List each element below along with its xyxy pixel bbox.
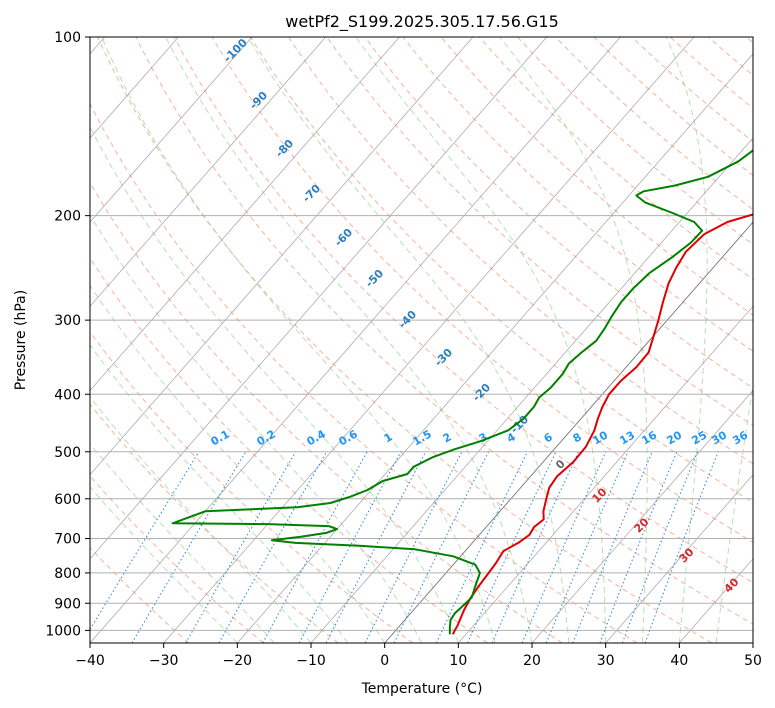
chart-title: wetPf2_S199.2025.305.17.56.G15 — [285, 12, 559, 32]
x-tick-label: −30 — [149, 653, 179, 669]
x-tick-label: −40 — [75, 653, 105, 669]
y-tick-label: 100 — [54, 30, 81, 46]
x-tick-label: −20 — [223, 653, 253, 669]
x-tick-label: 40 — [670, 653, 688, 669]
y-tick-label: 900 — [54, 596, 81, 612]
x-tick-label: 20 — [523, 653, 541, 669]
y-tick-label: 800 — [54, 566, 81, 582]
x-axis-title: Temperature (°C) — [361, 681, 483, 697]
x-tick-label: 0 — [380, 653, 389, 669]
y-tick-label: 200 — [54, 209, 81, 225]
y-tick-label: 1000 — [45, 623, 81, 639]
y-tick-label: 500 — [54, 445, 81, 461]
x-tick-label: 30 — [597, 653, 615, 669]
y-tick-label: 700 — [54, 532, 81, 548]
x-tick-label: −10 — [296, 653, 326, 669]
y-axis-title: Pressure (hPa) — [13, 290, 29, 390]
y-tick-label: 600 — [54, 492, 81, 508]
x-tick-label: 50 — [744, 653, 762, 669]
y-tick-label: 400 — [54, 387, 81, 403]
x-tick-label: 10 — [449, 653, 467, 669]
y-tick-label: 300 — [54, 313, 81, 329]
